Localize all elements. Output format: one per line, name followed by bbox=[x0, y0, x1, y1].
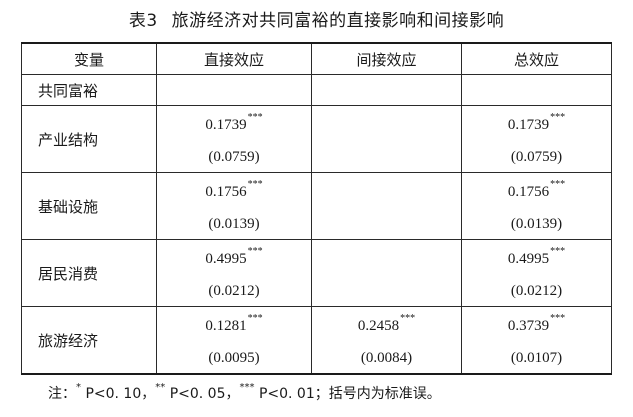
significance-stars: *** bbox=[550, 112, 566, 123]
significance-stars: *** bbox=[550, 246, 566, 257]
group-empty-cell bbox=[461, 74, 612, 106]
indirect-effect-cell: 0.2458*** (0.0084) bbox=[311, 306, 462, 375]
coefficient: 0.1756 bbox=[205, 184, 247, 200]
group-empty-cell bbox=[311, 74, 462, 106]
footnote-threshold: P<0. 05， bbox=[165, 386, 240, 402]
standard-error: (0.0759) bbox=[510, 149, 563, 165]
standard-error: (0.0084) bbox=[360, 350, 413, 366]
direct-effect-cell: 0.1756*** (0.0139) bbox=[156, 172, 312, 240]
total-effect-cell: 0.1739*** (0.0759) bbox=[461, 105, 612, 173]
header-row: 变量 直接效应 间接效应 总效应 bbox=[21, 42, 612, 75]
indirect-effect-cell bbox=[311, 239, 462, 307]
table-number: 表3 bbox=[128, 11, 158, 31]
footnote-stars: *** bbox=[239, 382, 255, 394]
header-total-effect: 总效应 bbox=[461, 42, 612, 75]
footnote-threshold: P<0. 01； bbox=[254, 386, 329, 402]
table-footnote: 注：* P<0. 10，** P<0. 05，*** P<0. 01；括号内为标… bbox=[48, 382, 441, 403]
indirect-effect-cell bbox=[311, 172, 462, 240]
table-row: 产业结构 0.1739*** (0.0759) 0.1739*** (0.075… bbox=[21, 105, 612, 173]
footnote-stars: * bbox=[76, 382, 81, 394]
standard-error: (0.0212) bbox=[208, 283, 260, 299]
group-label: 共同富裕 bbox=[21, 74, 157, 106]
significance-stars: *** bbox=[550, 313, 566, 324]
significance-stars: *** bbox=[400, 313, 416, 324]
total-effect-cell: 0.3739*** (0.0107) bbox=[461, 306, 612, 375]
group-empty-cell bbox=[156, 74, 312, 106]
significance-stars: *** bbox=[247, 246, 263, 257]
header-indirect-effect: 间接效应 bbox=[311, 42, 462, 75]
significance-stars: *** bbox=[247, 112, 263, 123]
coefficient: 0.1756 bbox=[507, 184, 550, 200]
coefficient: 0.1739 bbox=[205, 117, 247, 133]
coefficient: 0.1281 bbox=[205, 318, 247, 334]
standard-error: (0.0139) bbox=[510, 216, 563, 232]
table-row: 旅游经济 0.1281*** (0.0095) 0.2458*** (0.008… bbox=[21, 306, 612, 375]
variable-name: 产业结构 bbox=[21, 105, 157, 173]
coefficient: 0.4995 bbox=[507, 251, 550, 267]
footnote-suffix: 括号内为标准误。 bbox=[328, 386, 441, 402]
significance-stars: *** bbox=[550, 179, 566, 190]
coefficient: 0.3739 bbox=[507, 318, 550, 334]
significance-stars: *** bbox=[247, 313, 263, 324]
standard-error: (0.0107) bbox=[510, 350, 563, 366]
variable-name: 基础设施 bbox=[21, 172, 157, 240]
results-table: 变量 直接效应 间接效应 总效应 共同富裕 产业结构 0.1739*** (0.… bbox=[21, 42, 612, 375]
group-row: 共同富裕 bbox=[21, 74, 612, 106]
footnote-threshold: P<0. 10， bbox=[81, 386, 156, 402]
table-title: 表3 旅游经济对共同富裕的直接影响和间接影响 bbox=[0, 6, 633, 31]
direct-effect-cell: 0.1281*** (0.0095) bbox=[156, 306, 312, 375]
header-variable: 变量 bbox=[21, 42, 157, 75]
standard-error: (0.0139) bbox=[208, 216, 260, 232]
variable-name: 居民消费 bbox=[21, 239, 157, 307]
coefficient: 0.1739 bbox=[507, 117, 550, 133]
coefficient: 0.2458 bbox=[357, 318, 400, 334]
variable-name: 旅游经济 bbox=[21, 306, 157, 375]
standard-error: (0.0759) bbox=[208, 149, 260, 165]
coefficient: 0.4995 bbox=[205, 251, 247, 267]
standard-error: (0.0095) bbox=[208, 350, 260, 366]
header-direct-effect: 直接效应 bbox=[156, 42, 312, 75]
table-caption: 旅游经济对共同富裕的直接影响和间接影响 bbox=[171, 11, 505, 31]
table-row: 居民消费 0.4995*** (0.0212) 0.4995*** (0.021… bbox=[21, 239, 612, 307]
standard-error: (0.0212) bbox=[510, 283, 563, 299]
total-effect-cell: 0.1756*** (0.0139) bbox=[461, 172, 612, 240]
footnote-prefix: 注： bbox=[48, 386, 76, 402]
direct-effect-cell: 0.4995*** (0.0212) bbox=[156, 239, 312, 307]
direct-effect-cell: 0.1739*** (0.0759) bbox=[156, 105, 312, 173]
significance-stars: *** bbox=[247, 179, 263, 190]
total-effect-cell: 0.4995*** (0.0212) bbox=[461, 239, 612, 307]
footnote-stars: ** bbox=[155, 382, 166, 394]
indirect-effect-cell bbox=[311, 105, 462, 173]
table-row: 基础设施 0.1756*** (0.0139) 0.1756*** (0.013… bbox=[21, 172, 612, 240]
